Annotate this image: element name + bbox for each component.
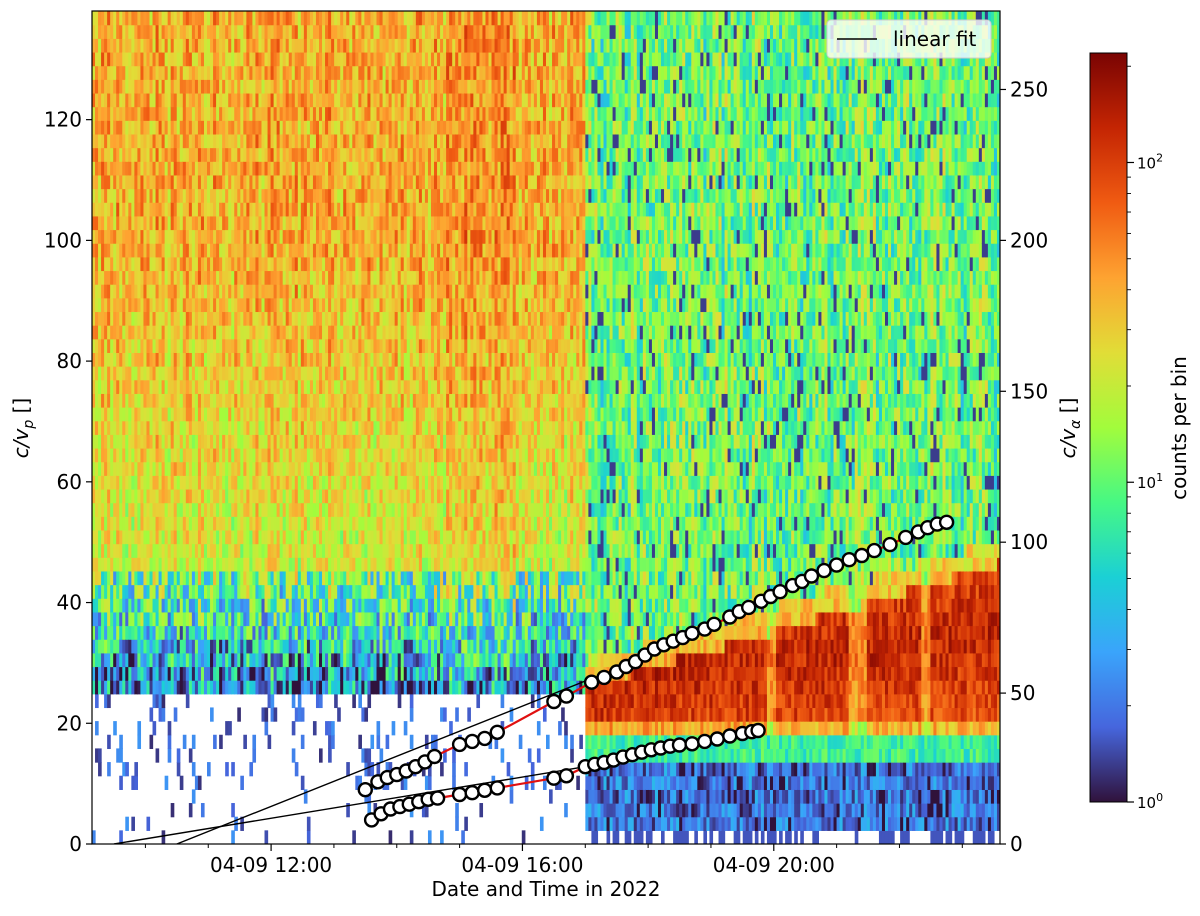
heatmap-cell	[331, 735, 335, 749]
heatmap-cell	[228, 721, 232, 735]
heatmap-cell	[119, 748, 123, 762]
heatmap-cell	[150, 735, 154, 749]
heatmap-cell	[292, 694, 296, 708]
heatmap-cell	[237, 707, 241, 721]
heatmap-cell	[192, 735, 196, 749]
heatmap-cell	[231, 803, 235, 817]
heatmap-cell	[301, 735, 305, 749]
heatmap-cell	[95, 694, 99, 708]
heatmap-cell	[219, 735, 223, 749]
heatmap-cell	[358, 735, 362, 749]
heatmap-cell	[131, 817, 135, 831]
heatmap-cell	[213, 735, 217, 749]
heatmap-cell	[367, 694, 371, 708]
heatmap-cell	[377, 721, 381, 735]
heatmap-cell	[189, 803, 193, 817]
heatmap-cell	[292, 748, 296, 762]
heatmap-cell	[125, 762, 129, 776]
spectrogram-heatmap	[92, 11, 1001, 845]
heatmap-cell	[134, 762, 138, 776]
heatmap-cell	[137, 735, 141, 749]
heatmap-cell	[292, 721, 296, 735]
heatmap-cell	[171, 803, 175, 817]
heatmap-cell	[198, 776, 202, 790]
heatmap-cell	[137, 721, 141, 735]
heatmap-cell	[307, 830, 311, 844]
heatmap-cell	[189, 748, 193, 762]
heatmap-cell	[377, 735, 381, 749]
heatmap-cell	[177, 762, 181, 776]
heatmap-cell	[119, 735, 123, 749]
heatmap-cell	[177, 748, 181, 762]
heatmap-cell	[225, 762, 229, 776]
heatmap-cell	[119, 776, 123, 790]
heatmap-cell	[174, 707, 178, 721]
heatmap-cell	[337, 707, 341, 721]
heatmap-cell	[98, 762, 102, 776]
heatmap-cell	[201, 803, 205, 817]
heatmap-cell	[162, 694, 166, 708]
heatmap-cell	[125, 817, 129, 831]
heatmap-cell	[183, 735, 187, 749]
heatmap-cell	[319, 694, 323, 708]
heatmap-cell	[298, 694, 302, 708]
heatmap-cell	[231, 762, 235, 776]
heatmap-cell	[249, 762, 253, 776]
heatmap-cell	[301, 707, 305, 721]
heatmap-cell	[358, 694, 362, 708]
heatmap-cell	[243, 735, 247, 749]
heatmap-cell	[313, 721, 317, 735]
heatmap-cell	[146, 817, 150, 831]
heatmap-cell	[252, 748, 256, 762]
heatmap-cell	[168, 735, 172, 749]
heatmap-cell	[265, 707, 269, 721]
heatmap-cell	[162, 830, 166, 844]
heatmap-cell	[274, 707, 278, 721]
heatmap-cell	[370, 762, 374, 776]
heatmap-cell	[95, 721, 99, 735]
heatmap-cell	[301, 776, 305, 790]
heatmap-cell	[134, 776, 138, 790]
heatmap-cell	[210, 707, 214, 721]
heatmap-cell	[180, 776, 184, 790]
heatmap-cell	[265, 830, 269, 844]
heatmap-cell	[364, 707, 368, 721]
heatmap-cell	[231, 830, 235, 844]
heatmap-cell	[268, 735, 272, 749]
heatmap-cell	[380, 748, 384, 762]
heatmap-cell	[207, 762, 211, 776]
heatmap-cell	[367, 748, 371, 762]
heatmap-cell	[240, 776, 244, 790]
heatmap-cell	[346, 762, 350, 776]
heatmap-cell	[107, 762, 111, 776]
heatmap-cell	[271, 694, 275, 708]
heatmap-cell	[192, 789, 196, 803]
heatmap-cell	[168, 721, 172, 735]
heatmap-cell	[162, 707, 166, 721]
heatmap-cell	[265, 721, 269, 735]
heatmap-cell	[113, 721, 117, 735]
heatmap-cell	[107, 735, 111, 749]
heatmap-cell	[370, 735, 374, 749]
heatmap-cell	[98, 748, 102, 762]
heatmap-cell	[295, 762, 299, 776]
heatmap-cell	[352, 830, 356, 844]
heatmap-cell	[165, 776, 169, 790]
heatmap-cell	[319, 748, 323, 762]
heatmap-cell	[331, 721, 335, 735]
heatmap-cell	[186, 694, 190, 708]
heatmap-cell	[168, 748, 172, 762]
heatmap-cell	[307, 817, 311, 831]
heatmap-cell	[334, 694, 338, 708]
heatmap-cell	[352, 694, 356, 708]
heatmap-cell	[150, 707, 154, 721]
heatmap-cell	[192, 762, 196, 776]
heatmap-cell	[386, 735, 390, 749]
heatmap-cell	[153, 721, 157, 735]
heatmap-cell	[252, 735, 256, 749]
heatmap-cell	[156, 748, 160, 762]
heatmap-cell	[328, 748, 332, 762]
heatmap-cell	[107, 694, 111, 708]
